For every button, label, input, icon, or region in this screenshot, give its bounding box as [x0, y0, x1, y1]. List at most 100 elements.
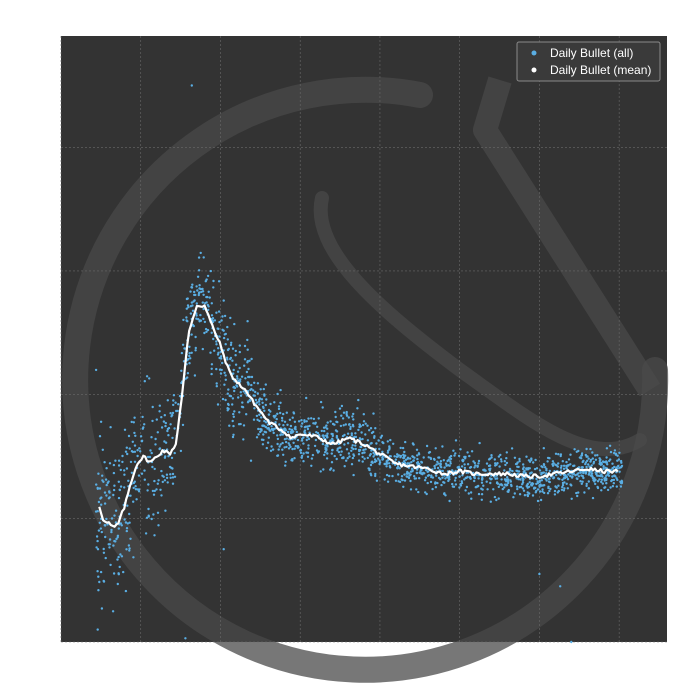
scatter-point — [220, 319, 223, 322]
scatter-point — [411, 455, 414, 458]
scatter-point — [108, 490, 111, 493]
scatter-point — [611, 462, 614, 465]
scatter-point — [597, 474, 601, 477]
scatter-point — [435, 463, 438, 466]
scatter-point — [253, 394, 256, 397]
scatter-point — [130, 420, 133, 424]
scatter-point — [538, 479, 542, 482]
scatter-point — [366, 424, 369, 427]
scatter-point — [278, 423, 281, 426]
scatter-point — [356, 407, 359, 410]
scatter-point — [345, 412, 348, 416]
scatter-point — [480, 487, 483, 490]
scatter-point — [396, 453, 399, 456]
scatter-point — [256, 382, 260, 385]
scatter-point — [374, 427, 377, 430]
scatter-point — [143, 380, 146, 383]
scatter-point — [171, 413, 174, 417]
watermark-stroke — [473, 76, 661, 397]
scatter-point — [460, 481, 464, 485]
scatter-point — [171, 436, 174, 440]
scatter-point — [199, 313, 202, 317]
scatter-point — [488, 477, 492, 480]
scatter-point — [303, 419, 306, 422]
scatter-point — [242, 424, 246, 427]
scatter-point — [160, 469, 163, 473]
scatter-point — [278, 445, 281, 448]
scatter-point — [169, 423, 172, 426]
scatter-point — [151, 489, 155, 493]
scatter-point — [109, 563, 112, 567]
scatter-point — [302, 442, 305, 445]
scatter-point — [201, 290, 205, 293]
scatter-point — [195, 285, 198, 288]
scatter-point — [191, 309, 195, 312]
scatter-point — [522, 489, 526, 492]
scatter-point — [99, 570, 103, 574]
scatter-point — [232, 433, 235, 436]
scatter-point — [388, 474, 391, 478]
scatter-point — [188, 362, 191, 365]
scatter-point — [224, 332, 227, 336]
scatter-point — [540, 465, 543, 468]
scatter-point — [425, 444, 429, 448]
scatter-point — [433, 467, 437, 470]
scatter-point — [239, 394, 243, 397]
scatter-point — [156, 511, 160, 514]
scatter-point — [325, 457, 329, 460]
scatter-point — [300, 456, 303, 459]
scatter-point — [124, 450, 128, 453]
scatter-point — [218, 368, 222, 371]
scatter-point — [137, 490, 141, 493]
scatter-point — [312, 422, 315, 425]
scatter-point — [339, 446, 342, 449]
scatter-point — [335, 436, 339, 439]
scatter-point — [600, 480, 603, 484]
scatter-point — [128, 512, 131, 516]
scatter-point — [269, 402, 272, 406]
scatter-point — [293, 447, 296, 450]
scatter-point — [560, 488, 564, 491]
scatter-point — [253, 407, 256, 410]
scatter-point — [103, 524, 107, 527]
scatter-point — [286, 430, 290, 434]
scatter-point — [357, 428, 360, 432]
scatter-point — [576, 477, 579, 481]
scatter-point — [122, 570, 125, 574]
scatter-point — [173, 451, 176, 455]
scatter-point — [485, 480, 488, 483]
scatter-point — [352, 418, 355, 421]
scatter-point — [434, 482, 437, 485]
mean-line — [98, 304, 619, 528]
scatter-point — [528, 492, 531, 495]
scatter-point — [256, 392, 259, 395]
scatter-point — [420, 460, 423, 464]
scatter-point — [379, 436, 383, 439]
scatter-point — [247, 375, 250, 379]
scatter-point — [493, 495, 497, 499]
scatter-point — [351, 456, 355, 460]
scatter-point — [573, 448, 576, 451]
scatter-point — [185, 307, 188, 310]
scatter-point — [583, 491, 586, 494]
scatter-point — [447, 479, 450, 483]
scatter-point — [107, 497, 111, 500]
scatter-point — [105, 483, 108, 487]
scatter-point — [107, 480, 110, 483]
scatter-point — [565, 466, 568, 470]
scatter-point — [223, 314, 227, 318]
scatter-point — [301, 422, 304, 425]
scatter-series-all — [94, 84, 624, 644]
scatter-point — [195, 302, 198, 305]
scatter-point — [368, 467, 371, 470]
scatter-point — [518, 457, 521, 461]
scatter-point — [232, 386, 235, 389]
scatter-point — [535, 482, 538, 486]
scatter-point — [370, 449, 373, 452]
scatter-point — [408, 462, 411, 465]
scatter-point — [137, 474, 141, 477]
scatter-point — [181, 343, 185, 346]
scatter-point — [146, 489, 149, 492]
scatter-point — [102, 551, 106, 554]
